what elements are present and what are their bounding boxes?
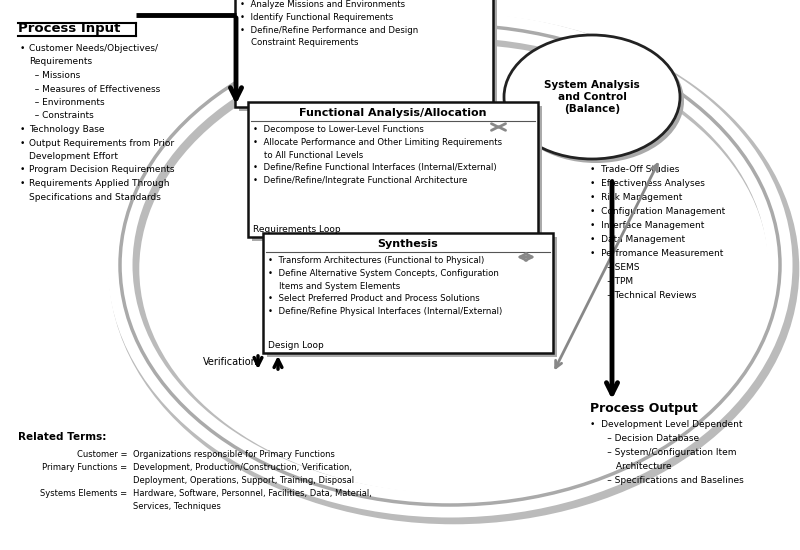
Bar [263, 233, 553, 353]
Text: Systems Elements =: Systems Elements = [40, 489, 130, 498]
Text: Items and System Elements: Items and System Elements [268, 282, 400, 290]
Text: Development, Production/Construction, Verification,: Development, Production/Construction, Ve… [133, 463, 352, 472]
Text: Architecture: Architecture [590, 462, 672, 471]
Text: •: • [20, 44, 26, 53]
Text: Design Loop: Design Loop [268, 341, 324, 350]
Text: – TPM: – TPM [590, 277, 633, 286]
Text: – Specifications and Baselines: – Specifications and Baselines [590, 476, 744, 485]
Text: Constraint Requirements: Constraint Requirements [240, 39, 358, 47]
Text: •  Transform Architectures (Functional to Physical): • Transform Architectures (Functional to… [268, 256, 484, 265]
Text: Output Requirements from Prior: Output Requirements from Prior [29, 139, 174, 147]
Bar [252, 106, 542, 241]
Text: Services, Techniques: Services, Techniques [133, 502, 221, 511]
Text: – Technical Reviews: – Technical Reviews [590, 291, 696, 300]
Text: •  Data Management: • Data Management [590, 235, 685, 244]
Text: Related Terms:: Related Terms: [18, 432, 106, 442]
Text: •  Allocate Performance and Other Limiting Requirements: • Allocate Performance and Other Limitin… [253, 138, 502, 147]
Text: •: • [20, 125, 26, 134]
Text: System Analysis
and Control
(Balance): System Analysis and Control (Balance) [544, 80, 640, 114]
Text: •  Development Level Dependent: • Development Level Dependent [590, 420, 742, 429]
Text: •: • [20, 139, 26, 147]
Bar [239, 0, 497, 111]
Text: – Environments: – Environments [29, 98, 105, 107]
Bar [267, 237, 557, 357]
Text: Organizations responsible for Primary Functions: Organizations responsible for Primary Fu… [133, 450, 335, 459]
Text: •  Configuration Management: • Configuration Management [590, 207, 726, 216]
Bar [248, 102, 538, 237]
Text: – Constraints: – Constraints [29, 112, 94, 120]
Ellipse shape [508, 39, 684, 163]
Text: Functional Analysis/Allocation: Functional Analysis/Allocation [299, 108, 486, 118]
Text: Specifications and Standards: Specifications and Standards [29, 192, 161, 201]
Text: •  Define/Refine Functional Interfaces (Internal/External): • Define/Refine Functional Interfaces (I… [253, 163, 497, 172]
Text: – Missions: – Missions [29, 71, 80, 80]
Text: •  Interface Management: • Interface Management [590, 221, 704, 230]
Text: – Measures of Effectiveness: – Measures of Effectiveness [29, 85, 160, 94]
Text: Verification: Verification [203, 357, 258, 367]
Text: •  Define Alternative System Concepts, Configuration: • Define Alternative System Concepts, Co… [268, 269, 499, 278]
Text: Requirements: Requirements [29, 58, 92, 67]
Text: Process Input: Process Input [18, 22, 120, 35]
Text: •: • [20, 179, 26, 188]
Text: Primary Functions =: Primary Functions = [42, 463, 130, 472]
Text: •  Identify Functional Requirements: • Identify Functional Requirements [240, 13, 394, 22]
Text: Process Output: Process Output [590, 402, 698, 415]
Text: •  Select Preferred Product and Process Solutions: • Select Preferred Product and Process S… [268, 294, 480, 304]
Text: – System/Configuration Item: – System/Configuration Item [590, 448, 737, 457]
Text: •  Define/Refine Physical Interfaces (Internal/External): • Define/Refine Physical Interfaces (Int… [268, 307, 502, 316]
Text: •  Risk Management: • Risk Management [590, 193, 682, 202]
Text: •  Perfromance Measurement: • Perfromance Measurement [590, 249, 723, 258]
Bar [235, 0, 493, 107]
Text: •  Trade-Off Studies: • Trade-Off Studies [590, 165, 679, 174]
Text: – SEMS: – SEMS [590, 263, 639, 272]
Text: •  Define/Refine Performance and Design: • Define/Refine Performance and Design [240, 26, 418, 35]
Text: •  Analyze Missions and Environments: • Analyze Missions and Environments [240, 0, 405, 9]
Text: Development Effort: Development Effort [29, 152, 118, 161]
Text: Technology Base: Technology Base [29, 125, 105, 134]
Text: Synthesis: Synthesis [378, 239, 438, 249]
Text: Requirements Loop: Requirements Loop [253, 225, 341, 234]
Text: Customer =: Customer = [77, 450, 130, 459]
Text: Deployment, Operations, Support, Training, Disposal: Deployment, Operations, Support, Trainin… [133, 476, 354, 485]
Text: •  Define/Refine/Integrate Functional Architecture: • Define/Refine/Integrate Functional Arc… [253, 176, 467, 185]
Text: – Decision Database: – Decision Database [590, 434, 699, 443]
Text: Customer Needs/Objectives/: Customer Needs/Objectives/ [29, 44, 158, 53]
Text: •: • [20, 166, 26, 174]
Text: Requirements Applied Through: Requirements Applied Through [29, 179, 170, 188]
Text: Hardware, Software, Personnel, Facilities, Data, Material,: Hardware, Software, Personnel, Facilitie… [133, 489, 372, 498]
Text: to All Functional Levels: to All Functional Levels [253, 151, 363, 160]
Text: Program Decision Requirements: Program Decision Requirements [29, 166, 174, 174]
Ellipse shape [504, 35, 680, 159]
Text: •  Decompose to Lower-Level Functions: • Decompose to Lower-Level Functions [253, 125, 424, 134]
Text: •  Effectiveness Analyses: • Effectiveness Analyses [590, 179, 705, 188]
